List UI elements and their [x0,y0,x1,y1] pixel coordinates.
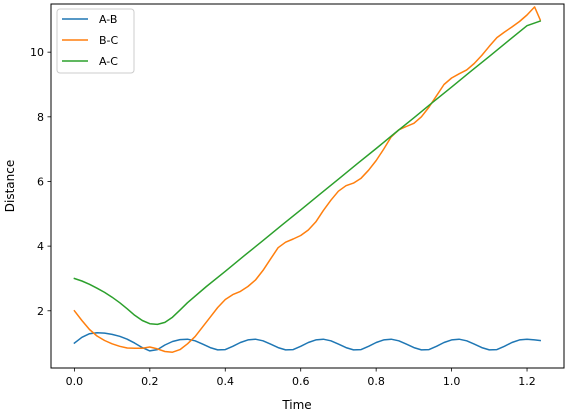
x-tick-label: 1.2 [518,375,536,388]
y-tick-label: 2 [37,305,44,318]
series-line-a-b [73,332,542,352]
x-axis-label: Time [281,398,311,412]
series-layer [73,6,542,353]
legend-label-a-b: A-B [99,13,117,26]
y-axis-label: Distance [3,160,17,212]
x-axis-ticks: 0.0 0.2 0.4 0.6 0.8 1.0 1.2 [66,368,536,388]
x-tick-label: 0.6 [292,375,310,388]
series-line-b-c [73,6,542,353]
legend: A-B B-C A-C [56,8,135,74]
y-tick-label: 6 [37,175,44,188]
x-tick-label: 0.8 [367,375,385,388]
y-axis-ticks: 2 4 6 8 10 [30,46,51,318]
y-tick-label: 4 [37,240,44,253]
plot-frame [50,3,565,369]
y-tick-label: 8 [37,111,44,124]
legend-label-b-c: B-C [99,34,119,47]
series-line-a-c [73,20,542,326]
x-tick-label: 0.4 [217,375,235,388]
legend-label-a-c: A-C [99,55,118,68]
legend-items: A-B B-C A-C [62,13,119,68]
y-tick-label: 10 [30,46,44,59]
legend-box [56,8,135,74]
x-tick-label: 0.0 [66,375,84,388]
x-tick-label: 0.2 [141,375,159,388]
x-tick-label: 1.0 [443,375,461,388]
